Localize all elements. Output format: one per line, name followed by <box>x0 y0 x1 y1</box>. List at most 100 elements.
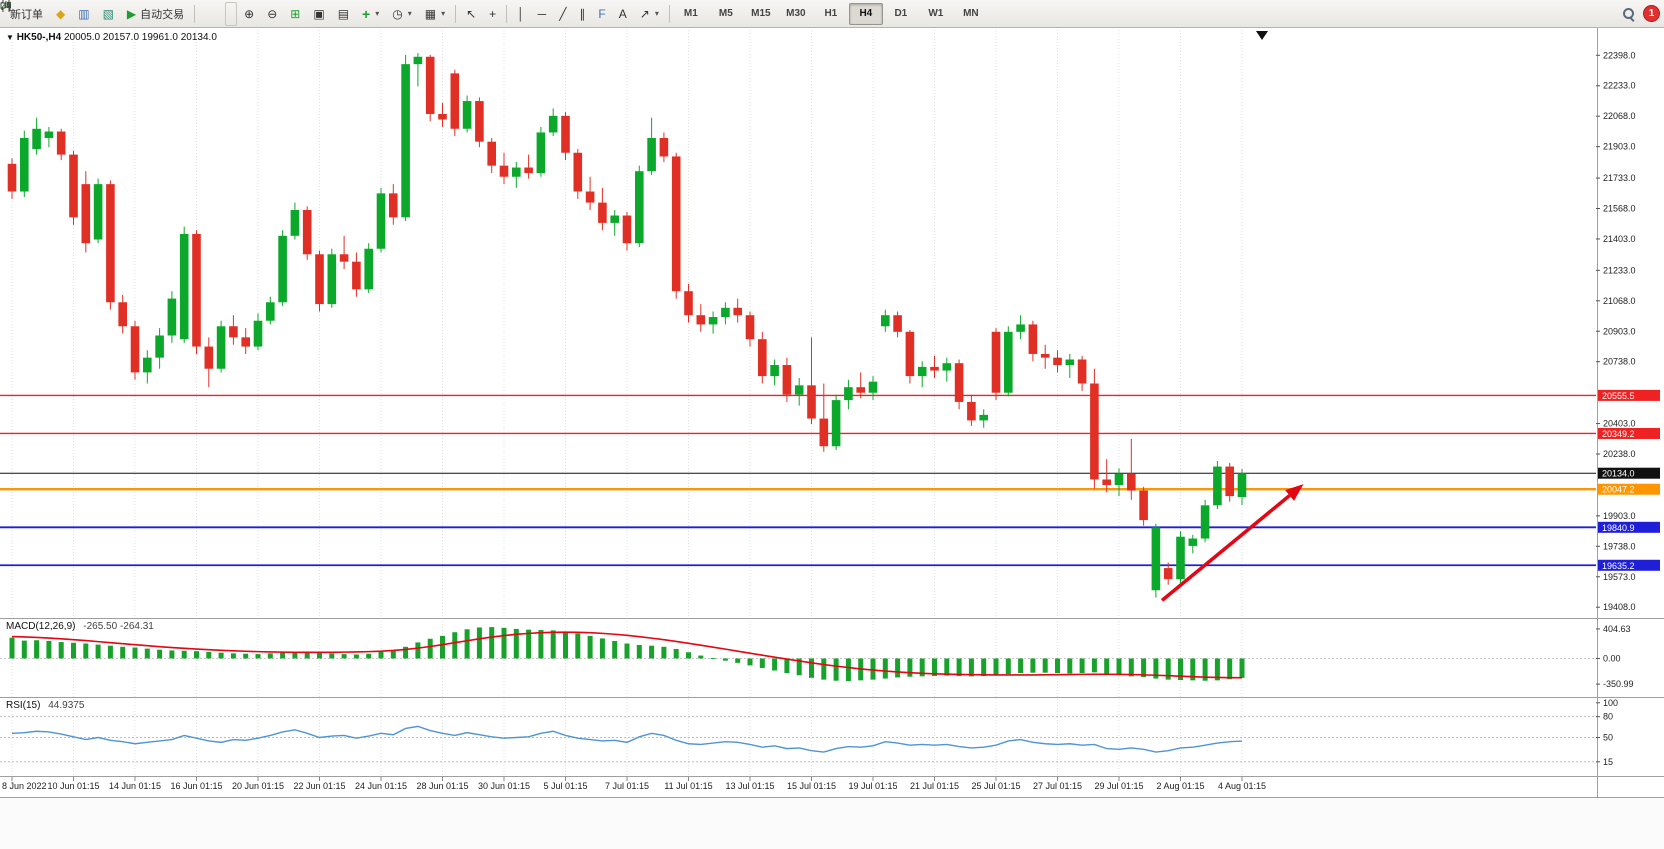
macd-bar <box>673 648 679 659</box>
macd-bar <box>833 658 839 681</box>
rsi-axis[interactable]: 100 80 50 15 <box>1596 698 1618 767</box>
macd-bar <box>1190 658 1196 681</box>
cascade-windows-button[interactable]: ▣ <box>307 2 330 26</box>
svg-text:27 Jul 01:15: 27 Jul 01:15 <box>1033 781 1082 791</box>
candle <box>155 328 164 369</box>
tf-button-H4[interactable]: H4 <box>848 2 883 25</box>
candle <box>721 302 730 325</box>
svg-text:19408.0: 19408.0 <box>1603 602 1636 612</box>
macd-bar <box>526 629 532 659</box>
zoom-out-button[interactable]: ⊖ <box>261 2 283 26</box>
svg-text:25 Jul 01:15: 25 Jul 01:15 <box>971 781 1020 791</box>
crosshair-tool-button[interactable]: + <box>483 2 502 26</box>
candle <box>376 187 386 253</box>
candle <box>499 152 509 185</box>
svg-text:20 Jun 01:15: 20 Jun 01:15 <box>232 781 284 791</box>
price-tag-19635.2 <box>1598 559 1660 571</box>
collapse-icon[interactable]: ▼ <box>6 33 14 42</box>
toolbar: 新订单 ◆ ▥ ▧ ▶ 自动交易 ⊕ ⊖ ⊞ ▣ ▤ + ▾ ◷ ▾ ▦ ▾ ↖ + … <box>0 0 1664 28</box>
macd-bar <box>83 643 89 659</box>
arrows-tool-button[interactable]: ↗ ▾ <box>634 2 665 26</box>
channel-tool-button[interactable]: ∥ <box>573 2 591 26</box>
tf-button-M15[interactable]: M15 <box>751 8 771 19</box>
svg-text:10 Jun 01:15: 10 Jun 01:15 <box>47 781 99 791</box>
add-indicator-button[interactable]: + ▾ <box>356 2 385 26</box>
macd-bar <box>181 650 187 659</box>
macd-values: -265.50 -264.31 <box>83 621 154 632</box>
macd-bar <box>501 627 507 659</box>
text-tool-button[interactable]: A <box>613 2 633 26</box>
notification-badge[interactable]: 1 <box>1643 5 1660 22</box>
zoom-in-button[interactable]: ⊕ <box>238 2 260 26</box>
horizontal-line-icon: ─ <box>537 6 547 21</box>
macd-bar <box>464 629 470 659</box>
chart-shift-marker[interactable] <box>1256 31 1268 40</box>
cursor-tool-button[interactable]: ↖ <box>460 2 482 26</box>
market-watch-button[interactable]: ◆ <box>50 2 71 26</box>
date-axis[interactable]: 8 Jun 2022 10 Jun 01:15 14 Jun 01:15 16 Jun… <box>2 777 1266 791</box>
candle <box>7 158 17 199</box>
toolbar-separator <box>506 4 508 23</box>
template-button[interactable]: ▦ ▾ <box>419 2 451 26</box>
tf-button-MN[interactable]: MN <box>963 8 979 19</box>
candle <box>1225 462 1234 502</box>
macd-bar <box>390 650 396 659</box>
periods-button[interactable]: ◷ ▾ <box>386 2 418 26</box>
channel-icon: ∥ <box>579 6 586 21</box>
toolbar-separator <box>668 4 670 23</box>
candlestick-type-button[interactable] <box>0 0 224 26</box>
candle <box>81 171 91 253</box>
price-axis[interactable]: 22398.0 22233.0 22068.0 21903.0 21733.0 21568… <box>1596 50 1636 612</box>
fibonacci-tool-button[interactable]: F <box>592 2 611 26</box>
tf-button-W1[interactable]: W1 <box>928 8 944 19</box>
arrange-windows-button[interactable]: ▤ <box>332 2 355 26</box>
line-chart-type-button[interactable] <box>0 1 238 26</box>
candle <box>1188 534 1198 554</box>
candle <box>1053 350 1062 373</box>
candle <box>1065 353 1075 378</box>
data-window-button[interactable]: ▥ <box>72 2 95 26</box>
macd-bar <box>661 646 667 659</box>
toolbar-separator <box>455 4 457 23</box>
horizontal-line-tool-button[interactable]: ─ <box>532 2 553 26</box>
macd-bar <box>366 653 372 659</box>
search-button[interactable] <box>1616 2 1642 26</box>
macd-bar <box>1214 658 1220 681</box>
svg-text:21233.0: 21233.0 <box>1603 265 1636 275</box>
new-order-button[interactable]: 新订单 <box>4 2 49 26</box>
vertical-line-tool-button[interactable]: │ <box>511 2 531 26</box>
bar-chart-type-button[interactable] <box>1 1 211 26</box>
macd-bar <box>722 658 728 661</box>
macd-bar <box>882 658 888 679</box>
svg-text:0.00: 0.00 <box>1603 653 1621 663</box>
tf-button-H1[interactable]: H1 <box>824 8 838 19</box>
candle <box>696 304 706 332</box>
svg-text:4 Aug 01:15: 4 Aug 01:15 <box>1218 781 1266 791</box>
tf-button-M1[interactable]: M1 <box>683 8 698 19</box>
svg-text:21068.0: 21068.0 <box>1603 296 1636 306</box>
trend-arrow[interactable] <box>1160 484 1304 602</box>
macd-bar <box>230 653 236 659</box>
candle <box>1004 326 1013 397</box>
candle <box>905 329 915 384</box>
svg-text:20349.2: 20349.2 <box>1602 429 1635 439</box>
auto-trading-button[interactable]: ▶ 自动交易 <box>121 2 190 26</box>
candle <box>413 53 423 87</box>
svg-text:21568.0: 21568.0 <box>1603 203 1636 213</box>
macd-bar <box>144 648 150 659</box>
candle <box>1200 499 1210 543</box>
candle <box>229 315 238 345</box>
trendline-tool-button[interactable]: ╱ <box>553 2 572 26</box>
macd-axis[interactable]: 404.63 0.00 -350.99 <box>1596 624 1634 689</box>
tf-button-D1[interactable]: D1 <box>894 8 908 19</box>
svg-text:19 Jul 01:15: 19 Jul 01:15 <box>848 781 897 791</box>
navigator-button[interactable]: ▧ <box>97 2 120 26</box>
tf-button-M5[interactable]: M5 <box>718 8 733 19</box>
tf-button-M30[interactable]: M30 <box>786 8 806 19</box>
macd-bar <box>550 630 556 659</box>
candle <box>1028 320 1038 362</box>
svg-text:19840.9: 19840.9 <box>1602 523 1635 533</box>
candle <box>1102 459 1111 493</box>
tile-windows-button[interactable]: ⊞ <box>284 2 306 26</box>
